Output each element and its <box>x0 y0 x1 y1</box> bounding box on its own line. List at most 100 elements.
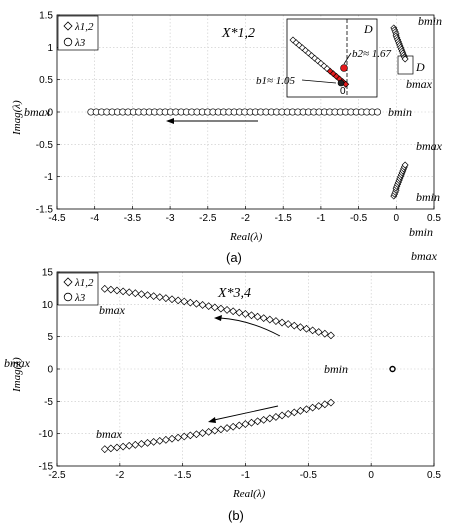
data-point-lambda12-lower <box>131 440 140 449</box>
matrix-label-b: X*3,4 <box>217 286 251 301</box>
data-point-lambda12-upper <box>253 312 262 321</box>
data-point-lambda12-lower <box>192 430 201 439</box>
data-point-lambda12-upper <box>125 288 134 297</box>
bmin-label-top: bmin <box>418 14 442 28</box>
data-point-lambda12-upper <box>401 55 409 63</box>
y-tick-label: -1 <box>44 172 53 183</box>
y-tick-label: 0.5 <box>39 75 53 86</box>
y-axis-label-a: Imag(λ) <box>11 100 23 136</box>
matrix-label-a: X*1,2 <box>221 26 255 41</box>
bmax-label-lower: bmax <box>96 427 123 441</box>
data-point-lambda12-upper <box>235 308 244 317</box>
arrow-head-a <box>166 118 174 124</box>
data-point-lambda12-upper <box>265 315 274 324</box>
bmin-label-below: bmin <box>409 225 433 239</box>
zoom-box <box>397 55 414 75</box>
x-tick-label: -1.5 <box>275 213 293 224</box>
bmax-label-side: bmax <box>4 356 31 370</box>
caption-b: (b) <box>228 508 244 523</box>
legend-label-l3-a: λ3 <box>74 37 86 49</box>
x-tick-label: -2 <box>115 470 124 481</box>
data-point-lambda12-lower <box>278 411 286 420</box>
arrow-line-b-upper <box>219 317 281 337</box>
data-point-lambda12-upper <box>137 290 146 299</box>
legend-label-l12-a: λ1,2 <box>74 21 94 33</box>
data-point-lambda12-lower <box>155 436 164 445</box>
markers-b <box>100 284 396 454</box>
panel-a: -4.5 -4 -3.5 -3 -2.5 -2 -1.5 -1 -0.5 0 0.5 1.5 1 0.5… <box>11 11 443 266</box>
inset-d-label: D <box>363 22 373 36</box>
data-point-lambda12-upper <box>155 293 164 302</box>
data-point-lambda12-upper <box>149 292 158 301</box>
data-point-lambda12-upper <box>204 302 213 311</box>
x-tick-label: -0.5 <box>350 213 368 224</box>
inset-zero-label: 0 <box>340 86 346 97</box>
data-point-lambda12-lower <box>180 432 189 441</box>
data-point-lambda12-lower <box>106 444 115 453</box>
data-point-lambda12-upper <box>229 307 238 316</box>
data-point-lambda12-upper <box>192 299 201 308</box>
x-tick-label: -4 <box>90 213 99 224</box>
data-point-lambda12-upper <box>210 303 219 312</box>
x-tick-label: -3 <box>166 213 175 224</box>
legend-box-b <box>57 272 99 306</box>
data-point-lambda12-lower <box>198 429 207 437</box>
inset-frame <box>286 18 378 98</box>
y-tick-label: 0 <box>47 365 53 376</box>
data-point-lambda12-lower <box>137 439 146 448</box>
x-tick-label: -3.5 <box>124 213 142 224</box>
data-point-lambda12-upper <box>100 284 109 293</box>
data-point-lambda12-lower <box>113 443 121 452</box>
y-tick-label: 10 <box>42 300 54 311</box>
x-tick-label: -2 <box>241 213 250 224</box>
data-point-lambda12-lower <box>302 405 311 414</box>
legend-b: λ1,2 λ3 <box>57 272 99 306</box>
inset-b2-label: b2≈ 1.67 <box>352 48 392 60</box>
legend-label-l3-b: λ3 <box>74 292 86 304</box>
y-tick-label: 1.5 <box>39 11 53 22</box>
x-tick-label: 0.5 <box>427 213 441 224</box>
legend-circle-icon-b <box>63 292 73 302</box>
y-tick-label: -0.5 <box>36 140 54 151</box>
y-tick-label: -10 <box>39 429 54 440</box>
x-tick-label: -2.5 <box>199 213 217 224</box>
x-tick-label: -1 <box>316 213 325 224</box>
data-point-lambda12-lower <box>100 445 109 454</box>
data-point-lambda12-lower <box>314 402 323 410</box>
y-ticks-a: 1.5 1 0.5 0 -0.5 -1 -1.5 <box>36 11 60 216</box>
data-point-lambda12-upper <box>161 294 170 303</box>
data-point-lambda12-lower <box>223 424 231 432</box>
data-point-lambda12-lower <box>210 426 219 435</box>
x-tick-label: -2.5 <box>48 470 66 481</box>
data-point-lambda12-upper <box>278 318 286 327</box>
x-tick-label: -1.5 <box>174 470 192 481</box>
data-point-lambda12-lower <box>290 408 299 417</box>
data-point-lambda12-lower <box>119 442 127 451</box>
legend-circle-icon-a <box>63 37 73 47</box>
data-point-lambda12-lower <box>229 422 238 431</box>
legend-diamond-icon-a <box>63 21 73 31</box>
data-point-lambda12-lower <box>125 441 134 450</box>
data-point-lambda12-lower <box>320 400 329 409</box>
data-point-lambda12-lower <box>296 406 305 415</box>
legend-diamond-icon-b <box>63 277 73 287</box>
bmax-label-bottom: bmax <box>416 139 443 153</box>
data-point-lambda12-lower <box>272 413 280 421</box>
data-point-lambda12-lower <box>149 437 158 446</box>
data-point-lambda12-lower <box>401 161 409 169</box>
caption-a: (a) <box>226 250 242 265</box>
data-point-lambda12-upper <box>284 320 293 328</box>
data-point-lambda12-upper <box>174 296 183 305</box>
data-point-lambda12-upper <box>247 311 256 320</box>
arrow-head-b-upper <box>214 315 222 321</box>
data-point-lambda12-lower <box>143 438 152 447</box>
grid-b <box>57 272 434 466</box>
data-point-lambda12-lower <box>253 417 262 426</box>
data-point-lambda12-upper <box>223 306 231 314</box>
y-tick-label: -15 <box>39 462 54 473</box>
data-point-lambda12-lower <box>327 398 335 407</box>
x-tick-label: 0 <box>394 213 400 224</box>
data-point-lambda12-upper <box>113 286 121 295</box>
x-tick-label: 0.5 <box>427 470 441 481</box>
